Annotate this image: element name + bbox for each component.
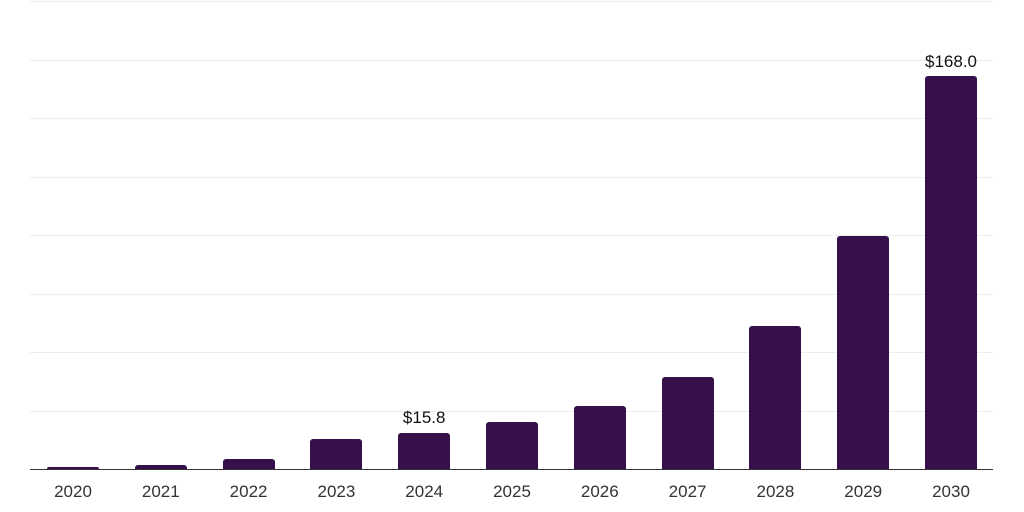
- bar-2022: [222, 458, 275, 470]
- bar-2024: [398, 432, 451, 470]
- x-tick-2026: 2026: [580, 482, 619, 501]
- bar-2027: [661, 376, 714, 470]
- x-tick-2029: 2029: [844, 482, 883, 501]
- x-axis-line: [30, 468, 993, 471]
- gridline-75: [30, 293, 993, 295]
- x-tick-2030: 2030: [932, 482, 970, 501]
- data-label-2024: $15.8: [402, 408, 446, 428]
- bar-2028: [749, 325, 802, 470]
- gridline-25: [30, 410, 993, 412]
- data-label-2030: $168.0: [925, 51, 977, 71]
- bar-2020: [47, 467, 99, 470]
- gridline-50: [30, 352, 993, 353]
- gridline-150: [30, 118, 993, 119]
- gridline-175: [30, 59, 993, 61]
- x-tick-2024: 2024: [405, 482, 444, 501]
- x-tick-2028: 2028: [756, 482, 795, 501]
- x-tick-2020: 2020: [54, 482, 92, 501]
- bar-2025: [486, 421, 538, 470]
- x-tick-2025: 2025: [493, 482, 531, 501]
- gridline-200: [30, 1, 993, 2]
- x-tick-2023: 2023: [317, 482, 356, 501]
- gridline-125: [30, 176, 993, 178]
- bar-2026: [573, 405, 626, 470]
- x-tick-2022: 2022: [229, 482, 268, 501]
- bar-2029: [837, 235, 890, 470]
- bar-2021: [134, 464, 187, 470]
- x-tick-2021: 2021: [141, 482, 180, 501]
- bar-2023: [310, 439, 363, 470]
- x-tick-2027: 2027: [668, 482, 707, 501]
- gridline-100: [30, 235, 993, 236]
- bar-2030: [925, 76, 977, 470]
